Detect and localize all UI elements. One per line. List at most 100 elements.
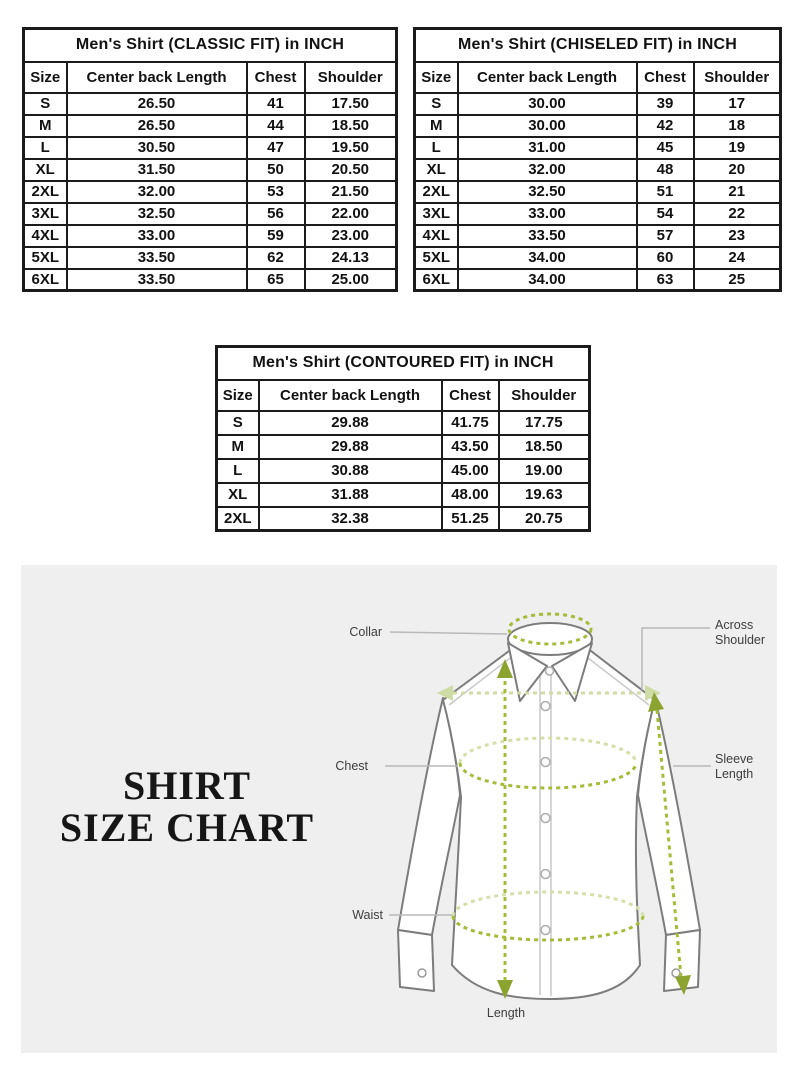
up-arrowhead xyxy=(648,692,664,712)
table-cell: 25.00 xyxy=(303,267,398,292)
table-cell: 23.00 xyxy=(303,223,398,248)
placket-buttons xyxy=(540,700,551,936)
table-title-row: Men's Shirt (CONTOURED FIT) in INCH xyxy=(215,345,591,381)
table-cell: 3XL xyxy=(22,201,68,226)
table-row: 3XL 33.00 54 22 xyxy=(413,201,782,226)
table-title-row: Men's Shirt (CLASSIC FIT) in INCH xyxy=(22,27,398,63)
table-cell: 21.50 xyxy=(303,179,398,204)
table-cell: 20.50 xyxy=(303,157,398,182)
table-row: 4XL 33.00 59 23.00 xyxy=(22,223,398,248)
table-cell: 32.38 xyxy=(257,505,443,532)
table-cell: 18.50 xyxy=(497,433,591,460)
table-cell: 19.63 xyxy=(497,481,591,508)
across-shoulder-label: Across Shoulder xyxy=(715,618,766,647)
table-cell: 34.00 xyxy=(456,245,638,270)
table-row: XL 32.00 48 20 xyxy=(413,157,782,182)
table-row: S 30.00 39 17 xyxy=(413,91,782,116)
size-chart-heading: SHIRT SIZE CHART xyxy=(41,765,333,849)
table-cell: 63 xyxy=(635,267,695,292)
table-cell: 3XL xyxy=(413,201,459,226)
column-header: Size xyxy=(413,60,459,94)
table-cell: 56 xyxy=(245,201,306,226)
table-cell: 5XL xyxy=(22,245,68,270)
table-row: 5XL 34.00 60 24 xyxy=(413,245,782,270)
table-row: 5XL 33.50 62 24.13 xyxy=(22,245,398,270)
table-cell: 5XL xyxy=(413,245,459,270)
table-cell: 26.50 xyxy=(65,113,248,138)
table-cell: 6XL xyxy=(22,267,68,292)
table-cell: 22 xyxy=(692,201,782,226)
table-cell: 23 xyxy=(692,223,782,248)
chiseled-fit-table-title: Men's Shirt (CHISELED FIT) in INCH xyxy=(413,27,782,63)
size-chart-panel: SHIRT SIZE CHART Collar Chest Waist Leng… xyxy=(21,565,777,1053)
table-row: M 29.88 43.50 18.50 xyxy=(215,433,591,460)
column-header: Shoulder xyxy=(692,60,782,94)
table-cell: 43.50 xyxy=(440,433,500,460)
chest-label: Chest xyxy=(335,759,368,773)
table-cell: 41 xyxy=(245,91,306,116)
column-header: Size xyxy=(22,60,68,94)
table-cell: 30.00 xyxy=(456,113,638,138)
right-arrowhead xyxy=(645,685,661,701)
table-cell: 4XL xyxy=(413,223,459,248)
table-cell: 31.50 xyxy=(65,157,248,182)
table-cell: 20.75 xyxy=(497,505,591,532)
right-cuff-button xyxy=(671,968,681,978)
down-arrowhead xyxy=(497,980,513,999)
column-header: Center back Length xyxy=(456,60,638,94)
waist-measure-ellipse xyxy=(451,890,645,942)
table-cell: 21 xyxy=(692,179,782,204)
waist-label: Waist xyxy=(352,908,383,922)
table-cell: 32.50 xyxy=(65,201,248,226)
table-cell: 2XL xyxy=(413,179,459,204)
up-arrowhead xyxy=(497,659,513,678)
column-header: Shoulder xyxy=(497,378,591,412)
left-arrowhead xyxy=(437,685,453,701)
collar-button xyxy=(544,666,555,676)
table-row: S 26.50 41 17.50 xyxy=(22,91,398,116)
table-cell: 24.13 xyxy=(303,245,398,270)
shirt-sleeves xyxy=(397,697,701,992)
table-cell: 53 xyxy=(245,179,306,204)
table-row: 2XL 32.50 51 21 xyxy=(413,179,782,204)
collar-label: Collar xyxy=(349,625,382,639)
table-row: M 26.50 44 18.50 xyxy=(22,113,398,138)
table-row: XL 31.50 50 20.50 xyxy=(22,157,398,182)
column-header-row: Size Center back Length Chest Shoulder xyxy=(215,378,591,412)
table-row: 6XL 33.50 65 25.00 xyxy=(22,267,398,292)
table-cell: 25 xyxy=(692,267,782,292)
column-header: Size xyxy=(215,378,260,412)
table-cell: 51 xyxy=(635,179,695,204)
sleeve-length-label: Sleeve Length xyxy=(715,752,754,781)
left-cuff xyxy=(397,929,435,992)
table-row: M 30.00 42 18 xyxy=(413,113,782,138)
size-chart-heading-line1: SHIRT xyxy=(122,763,252,808)
column-header: Chest xyxy=(245,60,306,94)
table-cell: 47 xyxy=(245,135,306,160)
table-cell: 30.50 xyxy=(65,135,248,160)
table-cell: 65 xyxy=(245,267,306,292)
across-shoulder-measure-line xyxy=(437,685,661,701)
table-cell: 32.50 xyxy=(456,179,638,204)
table-cell: 59 xyxy=(245,223,306,248)
table-cell: 48.00 xyxy=(440,481,500,508)
table-cell: 44 xyxy=(245,113,306,138)
right-collar-flap xyxy=(551,642,593,702)
table-cell: 6XL xyxy=(413,267,459,292)
table-row: L 31.00 45 19 xyxy=(413,135,782,160)
chiseled-fit-table: Men's Shirt (CHISELED FIT) in INCH Size C… xyxy=(413,27,782,292)
table-cell: 34.00 xyxy=(456,267,638,292)
table-row: 2XL 32.38 51.25 20.75 xyxy=(215,505,591,532)
shirt-diagram xyxy=(385,612,711,1000)
column-header: Center back Length xyxy=(257,378,443,412)
table-cell: 17.75 xyxy=(497,409,591,436)
left-cuff-button xyxy=(417,968,427,978)
shirt-collar xyxy=(507,622,593,702)
table-cell: 22.00 xyxy=(303,201,398,226)
table-cell: 57 xyxy=(635,223,695,248)
length-label: Length xyxy=(486,1006,526,1020)
table-cell: 33.00 xyxy=(65,223,248,248)
size-chart-heading-line2: SIZE CHART xyxy=(59,805,315,850)
classic-fit-table-title: Men's Shirt (CLASSIC FIT) in INCH xyxy=(22,27,398,63)
table-cell: 29.88 xyxy=(257,409,443,436)
